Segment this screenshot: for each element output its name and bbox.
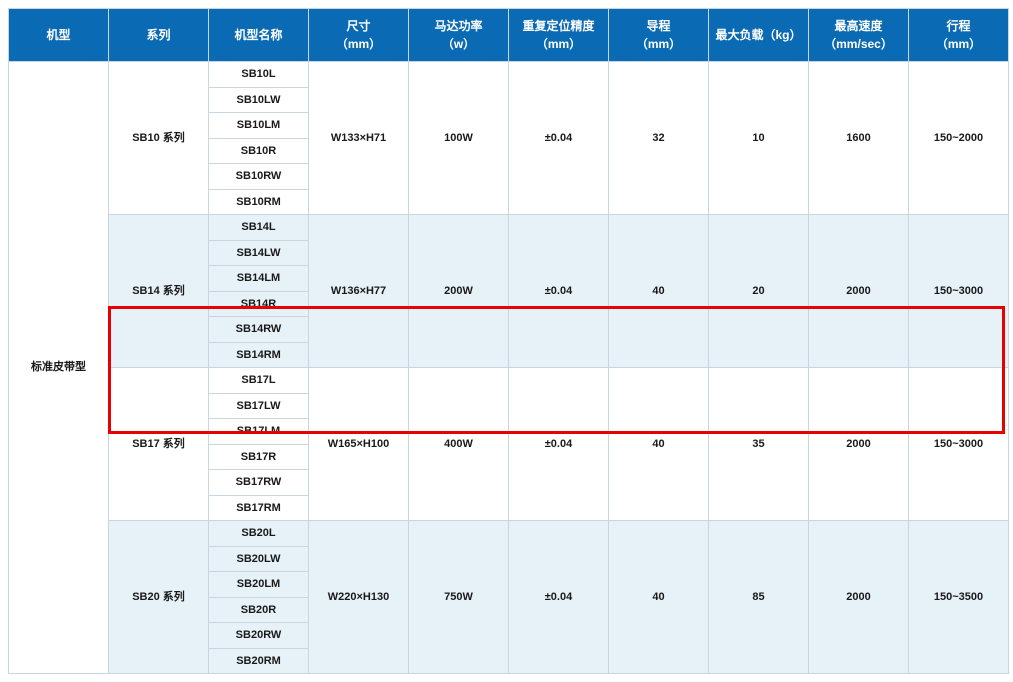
cell-speed: 2000 xyxy=(809,368,909,521)
table-row: SB14 系列SB14LW136×H77200W±0.0440202000150… xyxy=(9,215,1009,241)
spec-table: 机型 系列 机型名称 尺寸（mm） 马达功率（w） 重复定位精度（mm） 导程（… xyxy=(8,8,1009,674)
cell-model-name: SB17RM xyxy=(209,495,309,521)
header-speed: 最高速度（mm/sec） xyxy=(809,9,909,62)
cell-speed: 2000 xyxy=(809,521,909,674)
header-load: 最大负载（kg） xyxy=(709,9,809,62)
table-body: 标准皮带型SB10 系列SB10LW133×H71100W±0.04321016… xyxy=(9,62,1009,674)
cell-model-name: SB20L xyxy=(209,521,309,547)
header-lead: 导程（mm） xyxy=(609,9,709,62)
cell-load: 35 xyxy=(709,368,809,521)
header-stroke: 行程（mm） xyxy=(909,9,1009,62)
cell-dim: W220×H130 xyxy=(309,521,409,674)
cell-model-name: SB17L xyxy=(209,368,309,394)
cell-acc: ±0.04 xyxy=(509,521,609,674)
cell-lead: 40 xyxy=(609,215,709,368)
cell-series: SB20 系列 xyxy=(109,521,209,674)
cell-model-name: SB20LM xyxy=(209,572,309,598)
cell-stroke: 150~3500 xyxy=(909,521,1009,674)
cell-model-name: SB10LW xyxy=(209,87,309,113)
cell-model-name: SB10LM xyxy=(209,113,309,139)
cell-model-name: SB17R xyxy=(209,444,309,470)
header-acc: 重复定位精度（mm） xyxy=(509,9,609,62)
cell-model-name: SB14RM xyxy=(209,342,309,368)
header-type: 机型 xyxy=(9,9,109,62)
cell-load: 10 xyxy=(709,62,809,215)
cell-speed: 2000 xyxy=(809,215,909,368)
cell-model-name: SB20RW xyxy=(209,623,309,649)
cell-model-name: SB14RW xyxy=(209,317,309,343)
cell-speed: 1600 xyxy=(809,62,909,215)
cell-model-name: SB17LM xyxy=(209,419,309,445)
cell-stroke: 150~3000 xyxy=(909,368,1009,521)
table-row: SB17 系列SB17LW165×H100400W±0.044035200015… xyxy=(9,368,1009,394)
table-row: SB20 系列SB20LW220×H130750W±0.044085200015… xyxy=(9,521,1009,547)
cell-load: 85 xyxy=(709,521,809,674)
cell-model-name: SB10RM xyxy=(209,189,309,215)
cell-lead: 40 xyxy=(609,368,709,521)
cell-acc: ±0.04 xyxy=(509,62,609,215)
cell-model-name: SB10RW xyxy=(209,164,309,190)
spec-table-container: 机型 系列 机型名称 尺寸（mm） 马达功率（w） 重复定位精度（mm） 导程（… xyxy=(8,8,1005,674)
header-dim: 尺寸（mm） xyxy=(309,9,409,62)
cell-lead: 40 xyxy=(609,521,709,674)
cell-power: 100W xyxy=(409,62,509,215)
cell-model-name: SB20RM xyxy=(209,648,309,674)
cell-model-name: SB20R xyxy=(209,597,309,623)
cell-load: 20 xyxy=(709,215,809,368)
cell-model-name: SB14LW xyxy=(209,240,309,266)
cell-acc: ±0.04 xyxy=(509,215,609,368)
cell-model-name: SB10L xyxy=(209,62,309,88)
cell-type: 标准皮带型 xyxy=(9,62,109,674)
cell-series: SB10 系列 xyxy=(109,62,209,215)
header-name: 机型名称 xyxy=(209,9,309,62)
cell-lead: 32 xyxy=(609,62,709,215)
header-series: 系列 xyxy=(109,9,209,62)
cell-model-name: SB17LW xyxy=(209,393,309,419)
cell-power: 200W xyxy=(409,215,509,368)
cell-power: 400W xyxy=(409,368,509,521)
cell-stroke: 150~2000 xyxy=(909,62,1009,215)
cell-model-name: SB14LM xyxy=(209,266,309,292)
cell-series: SB17 系列 xyxy=(109,368,209,521)
cell-model-name: SB14R xyxy=(209,291,309,317)
cell-stroke: 150~3000 xyxy=(909,215,1009,368)
cell-dim: W136×H77 xyxy=(309,215,409,368)
cell-dim: W165×H100 xyxy=(309,368,409,521)
cell-model-name: SB14L xyxy=(209,215,309,241)
cell-dim: W133×H71 xyxy=(309,62,409,215)
header-power: 马达功率（w） xyxy=(409,9,509,62)
cell-model-name: SB10R xyxy=(209,138,309,164)
cell-acc: ±0.04 xyxy=(509,368,609,521)
table-header: 机型 系列 机型名称 尺寸（mm） 马达功率（w） 重复定位精度（mm） 导程（… xyxy=(9,9,1009,62)
cell-series: SB14 系列 xyxy=(109,215,209,368)
cell-power: 750W xyxy=(409,521,509,674)
table-row: 标准皮带型SB10 系列SB10LW133×H71100W±0.04321016… xyxy=(9,62,1009,88)
cell-model-name: SB17RW xyxy=(209,470,309,496)
